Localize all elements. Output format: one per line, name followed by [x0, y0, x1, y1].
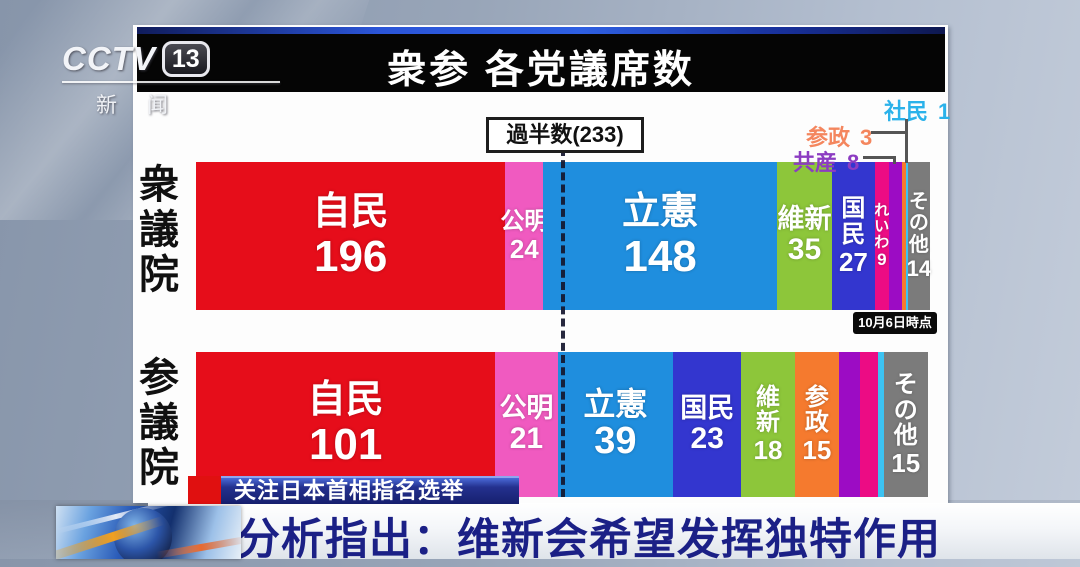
segment-seat-count: 27 — [838, 246, 868, 277]
segment-party-char: 政 — [804, 409, 829, 437]
segment-party-label: 国民 — [680, 392, 735, 423]
segment-party-char: そ — [908, 190, 929, 213]
bar-segment-国民: 国民 27 — [832, 162, 875, 310]
segment-party-char: 参 — [804, 383, 829, 411]
segment-party-label: 立憲 — [622, 190, 699, 233]
logo-underline — [62, 81, 280, 83]
segment-party-char: わ — [874, 233, 890, 251]
segment-seat-count: 14 — [906, 255, 932, 281]
segment-seat-count: 196 — [313, 231, 388, 281]
row-label-shugiin: 衆議院 — [136, 163, 182, 298]
segment-party-char: の — [908, 212, 929, 235]
majority-dashed-line — [561, 148, 565, 497]
row-label-char: 衆 — [139, 163, 179, 207]
leader-line-kyosan-drop — [893, 156, 896, 164]
segment-seat-count: 21 — [509, 421, 544, 455]
bar-segment-自民: 自民 101 — [196, 352, 496, 497]
segment-party-label: 自民 — [312, 190, 389, 233]
bar-segment-国民: 国民 23 — [673, 352, 742, 497]
segment-party-char: い — [874, 217, 890, 235]
segment-party-char: れ — [874, 201, 890, 219]
ticker-topic-strip: 关注日本首相指名选举 — [221, 476, 519, 504]
bar-segment-公明: 公明 24 — [500, 162, 548, 310]
row-label-char: 院 — [139, 253, 179, 297]
segment-seat-count: 23 — [690, 421, 724, 455]
bar-segment-維新: 維新 18 — [741, 352, 795, 497]
bar-segment-立憲: 立憲 39 — [557, 352, 674, 497]
segment-party-label: 公明 — [499, 392, 554, 423]
row-label-char: 院 — [139, 446, 179, 490]
chart-title: 衆参 各党議席数 — [387, 49, 695, 92]
segment-seat-count: 35 — [787, 233, 822, 267]
segment-seat-count: 18 — [753, 435, 783, 466]
bar-segment-参政 — [901, 162, 907, 310]
bar-segment-unlabeled — [839, 352, 860, 497]
row-label-char: 議 — [139, 208, 179, 252]
annotation-shamin: 社民 1 — [884, 94, 950, 126]
ticker-headline-text: 分析指出：维新会希望发挥独特作用 — [237, 516, 941, 564]
leader-line-kyosan — [863, 156, 895, 159]
annotation-kyosan: 共産 8 — [793, 145, 859, 177]
segment-seat-count: 39 — [594, 420, 637, 463]
segment-party-char: 民 — [841, 220, 866, 248]
chart-title-bar: 衆参 各党議席数 — [137, 27, 945, 92]
segment-party-label: 自民 — [307, 379, 384, 422]
annotation-value: 3 — [860, 125, 873, 150]
leader-line-shamin — [905, 119, 908, 163]
row-label-char: 参 — [139, 356, 179, 400]
segment-party-label: 立憲 — [583, 385, 648, 422]
bar-segment-維新: 維新 35 — [776, 162, 833, 310]
segment-party-label: 維新 — [777, 204, 832, 235]
channel-subtitle: 新闻 — [96, 94, 198, 117]
ticker-headline-bar — [148, 503, 1080, 559]
ticker-red-accent — [188, 476, 221, 504]
annotation-label: 参政 — [806, 125, 851, 150]
bar-segment-立憲: 立憲 148 — [543, 162, 777, 310]
bar-sangiin: 自民 101 公明 21 立憲 39 国民 23 維新 18 参政 15 その他 15 — [196, 352, 931, 497]
bar-segment-社民 — [906, 162, 908, 310]
segment-party-char: そ — [893, 370, 918, 398]
segment-seat-count: 9 — [877, 250, 887, 270]
annotation-value: 8 — [847, 150, 860, 175]
cctv-logo-text: CCTV — [62, 40, 156, 77]
segment-party-char: 新 — [755, 409, 780, 437]
bar-segment-参政: 参政 15 — [794, 352, 840, 497]
segment-seat-count: 101 — [308, 420, 383, 470]
news-swoosh-graphic — [56, 506, 241, 559]
segment-seat-count: 148 — [623, 231, 697, 281]
bar-segment-unlabeled — [877, 352, 884, 497]
segment-seat-count: 15 — [802, 435, 832, 466]
segment-party-char: 維 — [755, 383, 780, 411]
segment-party-label: 公明 — [500, 208, 549, 235]
channel-logo: CCTV 13 新闻 — [62, 40, 280, 119]
annotation-sansei: 参政 3 — [806, 120, 872, 152]
majority-label-box: 過半数(233) — [486, 117, 644, 153]
segment-seat-count: 24 — [509, 233, 539, 264]
leader-line-sansei — [871, 131, 906, 134]
channel-number-badge: 13 — [161, 41, 210, 77]
segment-party-char: の — [893, 396, 918, 424]
row-label-sangiin: 参議院 — [136, 356, 182, 491]
as-of-date-badge: 10月6日時点 — [853, 312, 937, 334]
bar-segment-公明: 公明 21 — [495, 352, 558, 497]
bar-segment-その他: その他 14 — [906, 162, 932, 310]
bar-segment-共産 — [888, 162, 902, 310]
bar-segment-自民: 自民 196 — [196, 162, 506, 310]
bar-segment-unlabeled — [859, 352, 878, 497]
segment-party-char: 他 — [893, 422, 918, 450]
annotation-label: 共産 — [793, 150, 838, 175]
segment-party-char: 他 — [908, 233, 929, 256]
title-bar-blue-stripe — [137, 27, 945, 34]
segment-seat-count: 15 — [891, 448, 921, 479]
bar-segment-その他: その他 15 — [883, 352, 928, 497]
segment-party-char: 国 — [841, 195, 866, 223]
row-label-char: 議 — [139, 401, 179, 445]
annotation-value: 1 — [938, 99, 951, 124]
bar-shugiin: 自民 196 公明 24 立憲 148 維新 35 国民 27 れいわ 9 その他 14 — [196, 162, 932, 310]
